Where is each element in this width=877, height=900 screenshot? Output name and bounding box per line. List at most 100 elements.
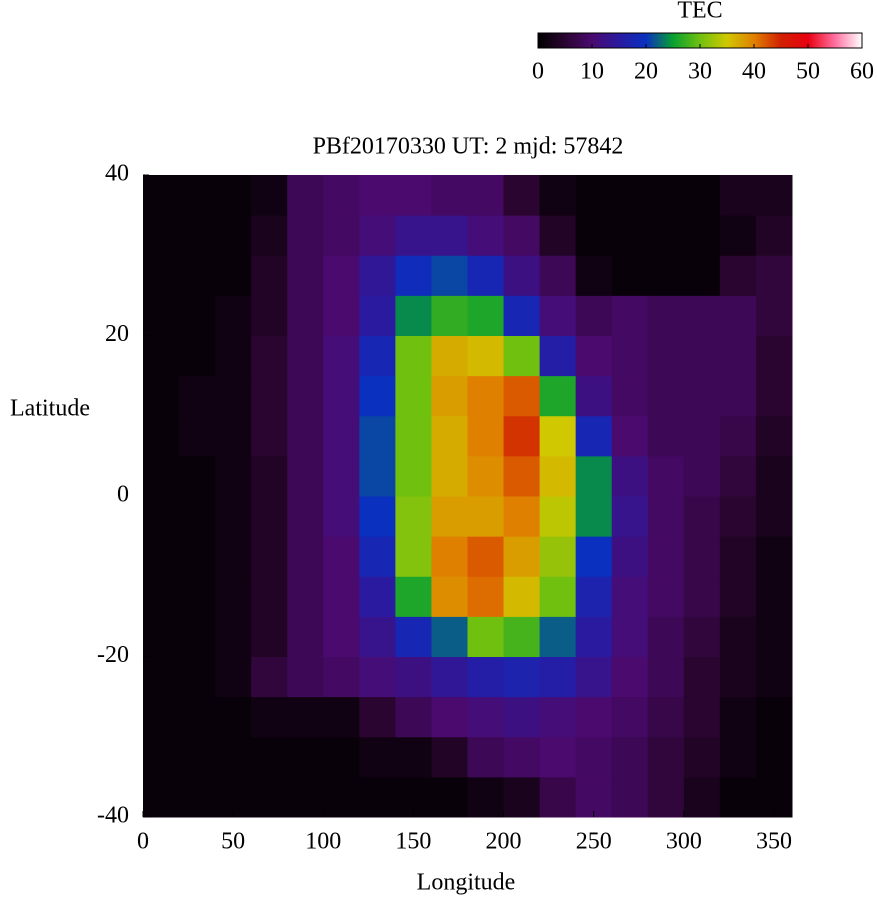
heatmap-cell <box>323 215 360 256</box>
heatmap-cell <box>503 736 541 778</box>
heatmap-cell <box>467 415 505 457</box>
colorbar-tick-label: 60 <box>850 59 874 85</box>
heatmap-cell <box>647 656 685 698</box>
heatmap-cell <box>251 255 288 296</box>
heatmap-cell <box>719 656 757 698</box>
heatmap-cell <box>683 175 721 216</box>
heatmap-cell <box>251 375 288 417</box>
heatmap-cell <box>755 375 793 417</box>
heatmap-cell <box>179 175 216 216</box>
x-tick-label: 50 <box>221 829 245 855</box>
heatmap-cell <box>143 736 180 778</box>
heatmap-cell <box>503 536 541 577</box>
heatmap-cell <box>179 696 216 738</box>
heatmap-cell <box>755 536 793 577</box>
heatmap-cell <box>251 656 288 698</box>
heatmap-cell <box>431 616 468 657</box>
heatmap-cell <box>431 295 468 336</box>
heatmap-cell <box>683 536 721 577</box>
heatmap-cell <box>719 736 757 778</box>
heatmap-cell <box>467 375 505 417</box>
heatmap-cell <box>251 576 288 617</box>
heatmap-cell <box>755 175 793 216</box>
heatmap-cell <box>539 536 577 577</box>
x-tick-label: 350 <box>756 829 792 855</box>
heatmap-cell <box>611 736 649 778</box>
heatmap-cell <box>143 656 180 698</box>
heatmap-cell <box>503 776 541 818</box>
heatmap-cell <box>143 696 180 738</box>
heatmap-cell <box>251 415 288 457</box>
heatmap-cell <box>575 215 613 256</box>
y-axis-label: Latitude <box>10 396 90 422</box>
heatmap-cell <box>359 736 396 778</box>
heatmap-cell <box>575 736 613 778</box>
heatmap-cell <box>143 576 180 617</box>
heatmap-cell <box>431 335 468 377</box>
heatmap-cell <box>323 415 360 457</box>
heatmap-cell <box>287 255 324 296</box>
heatmap-cell <box>755 776 793 818</box>
heatmap-cell <box>539 616 577 657</box>
heatmap-cell <box>287 295 324 336</box>
heatmap-cell <box>323 736 360 778</box>
colorbar-tick-label: 20 <box>634 59 658 85</box>
heatmap-cell <box>359 696 396 738</box>
heatmap-cell <box>215 616 252 657</box>
heatmap-cell <box>143 255 180 296</box>
heatmap-cell <box>215 295 252 336</box>
heatmap-cell <box>431 455 468 497</box>
x-tick-label: 250 <box>576 829 612 855</box>
heatmap-cell <box>359 295 396 336</box>
heatmap-cell <box>179 616 216 657</box>
heatmap-cell <box>143 455 180 497</box>
heatmap-cell <box>755 656 793 698</box>
heatmap-cell <box>503 215 541 256</box>
heatmap-cell <box>323 536 360 577</box>
heatmap-cell <box>287 496 324 537</box>
heatmap-cell <box>575 175 613 216</box>
heatmap-cell <box>755 576 793 617</box>
heatmap-cell <box>179 415 216 457</box>
heatmap-cell <box>287 215 324 256</box>
heatmap-cell <box>215 496 252 537</box>
heatmap-cell <box>683 776 721 818</box>
heatmap-cell <box>719 536 757 577</box>
heatmap-cell <box>539 175 577 216</box>
heatmap-cell <box>179 776 216 818</box>
heatmap-cell <box>503 696 541 738</box>
heatmap-cell <box>395 496 432 537</box>
heatmap-cell <box>359 175 396 216</box>
heatmap-cell <box>503 255 541 296</box>
heatmap-cell <box>719 776 757 818</box>
heatmap-cell <box>251 175 288 216</box>
heatmap-cell <box>359 455 396 497</box>
heatmap-cell <box>251 215 288 256</box>
heatmap-cell <box>467 455 505 497</box>
heatmap-cell <box>143 415 180 457</box>
heatmap-cell <box>467 175 505 216</box>
colorbar-label: TEC <box>677 0 722 24</box>
heatmap-cell <box>647 455 685 497</box>
heatmap-cell <box>575 415 613 457</box>
heatmap-cell <box>251 455 288 497</box>
heatmap-cell <box>287 335 324 377</box>
heatmap-cell <box>323 335 360 377</box>
heatmap-cell <box>323 496 360 537</box>
heatmap-cell <box>359 616 396 657</box>
heatmap-cell <box>467 696 505 738</box>
heatmap-cell <box>395 335 432 377</box>
heatmap-cell <box>359 335 396 377</box>
heatmap-cell <box>179 736 216 778</box>
heatmap-cell <box>179 496 216 537</box>
heatmap-cell <box>467 335 505 377</box>
heatmap-cell <box>395 455 432 497</box>
heatmap-cell <box>287 455 324 497</box>
heatmap-cell <box>467 536 505 577</box>
heatmap-cell <box>467 215 505 256</box>
y-tick-label: -20 <box>97 642 129 668</box>
heatmap-cell <box>431 215 468 256</box>
heatmap-cell <box>359 576 396 617</box>
heatmap-cell <box>719 696 757 738</box>
